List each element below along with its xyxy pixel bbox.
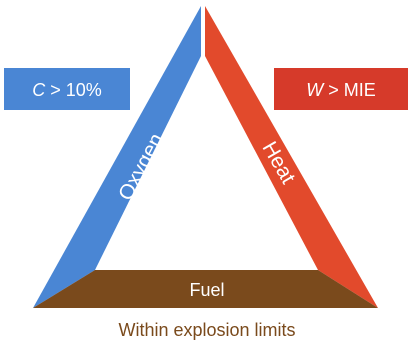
oxygen-condition-text: C > 10% [32,80,102,100]
fuel-side [33,270,378,308]
heat-side [205,6,378,308]
oxygen-condition-variable: C [32,80,46,100]
fuel-label: Fuel [189,280,224,300]
oxygen-condition-value: > 10% [45,80,102,100]
oxygen-side [33,6,201,308]
heat-condition-variable: W [306,80,325,100]
oxygen-condition-box [4,68,130,110]
heat-condition-text: W > MIE [306,80,376,100]
explosion-limits-caption: Within explosion limits [118,320,295,340]
heat-condition-box [274,68,408,110]
heat-condition-value: > MIE [323,80,376,100]
